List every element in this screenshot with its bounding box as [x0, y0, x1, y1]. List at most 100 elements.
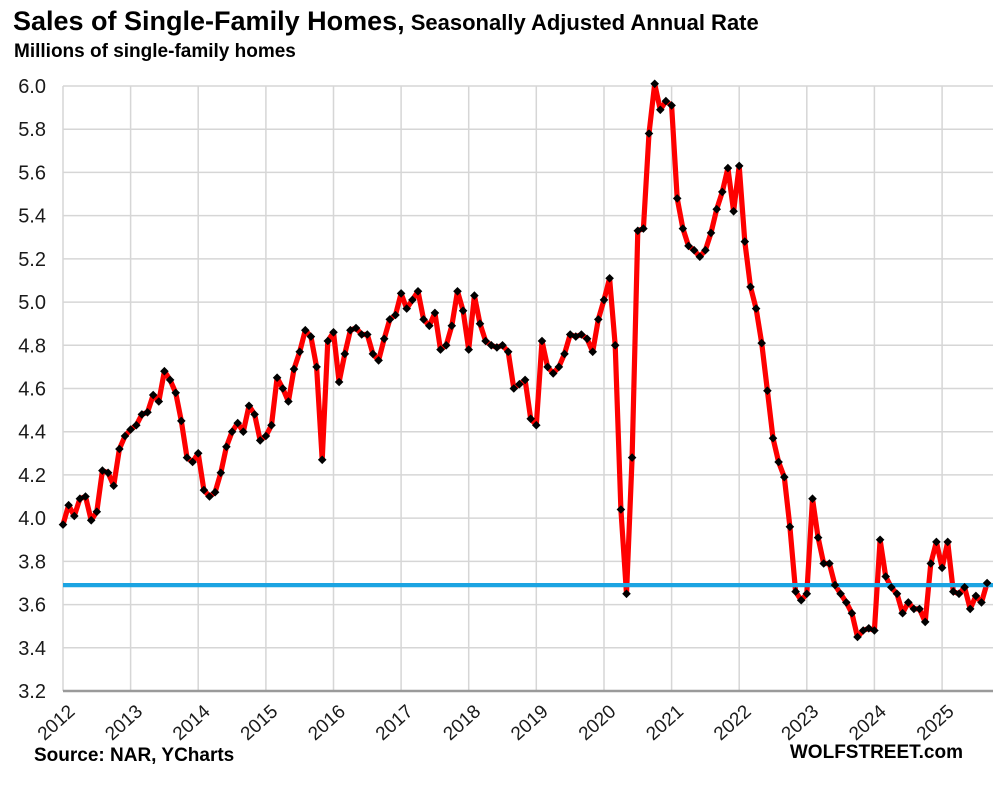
- data-point-marker: [199, 485, 209, 495]
- data-point-marker: [667, 101, 676, 110]
- data-point-marker: [188, 457, 197, 467]
- data-point-marker: [481, 336, 490, 346]
- y-tick-label: 4.0: [18, 508, 46, 530]
- data-point-marker: [802, 589, 812, 599]
- data-point-marker: [227, 427, 237, 436]
- data-point-marker: [75, 494, 85, 503]
- data-point-marker: [712, 204, 721, 214]
- data-point-marker: [853, 632, 862, 642]
- data-point-marker: [396, 289, 406, 298]
- data-point-marker: [847, 608, 857, 618]
- data-point-marker: [768, 433, 778, 443]
- x-tick-label: 2016: [304, 701, 349, 745]
- data-point-marker: [312, 362, 321, 372]
- data-point-marker: [255, 436, 265, 445]
- y-tick-label: 4.2: [18, 465, 46, 487]
- data-point-marker: [532, 420, 541, 430]
- data-point-marker: [825, 559, 834, 568]
- data-point-marker: [622, 589, 631, 599]
- data-point-marker: [301, 325, 310, 335]
- data-point-marker: [261, 431, 271, 441]
- data-point-marker: [780, 472, 789, 482]
- x-tick-label: 2014: [169, 701, 215, 745]
- data-point-marker: [357, 330, 366, 339]
- data-point-marker: [678, 224, 688, 233]
- data-point-marker: [763, 386, 772, 395]
- data-point-marker: [334, 377, 344, 387]
- data-point-marker: [616, 505, 626, 514]
- data-point-marker: [329, 328, 338, 337]
- data-point-marker: [892, 589, 902, 599]
- data-point-marker: [137, 410, 147, 419]
- data-point-marker: [193, 449, 203, 458]
- data-point-marker: [943, 537, 952, 547]
- data-point-marker: [267, 420, 276, 430]
- data-point-marker: [537, 336, 547, 346]
- data-point-marker: [830, 580, 840, 590]
- y-tick-label: 3.4: [18, 638, 46, 660]
- data-point-marker: [729, 207, 738, 216]
- data-point-marker: [391, 310, 400, 320]
- data-point-marker: [842, 598, 851, 607]
- data-point-marker: [346, 325, 355, 335]
- y-tick-label: 4.4: [18, 422, 46, 444]
- data-point-marker: [594, 315, 603, 324]
- data-point-marker: [819, 559, 828, 568]
- data-point-marker: [306, 332, 316, 341]
- data-point-marker: [413, 287, 423, 296]
- data-point-marker: [836, 589, 845, 599]
- data-point-marker: [577, 330, 586, 339]
- data-point-marker: [689, 245, 699, 255]
- data-point-marker: [661, 96, 671, 106]
- data-point-marker: [746, 282, 755, 292]
- data-point-marker: [402, 304, 411, 313]
- data-point-marker: [774, 457, 783, 467]
- y-tick-label: 4.8: [18, 335, 46, 357]
- data-point-marker: [881, 572, 890, 581]
- data-point-marker: [233, 418, 242, 428]
- data-point-marker: [498, 341, 507, 350]
- data-point-marker: [672, 194, 682, 203]
- page-title: Sales of Single-Family Homes, Seasonally…: [13, 6, 759, 37]
- x-tick-label: 2017: [372, 701, 417, 745]
- x-tick-label: 2023: [778, 701, 823, 745]
- data-point-marker: [684, 241, 693, 251]
- data-point-marker: [177, 416, 186, 426]
- page-title-main: Sales of Single-Family Homes,: [13, 6, 405, 36]
- data-point-marker: [148, 390, 158, 400]
- x-tick-label: 2013: [101, 701, 146, 745]
- data-point-marker: [436, 345, 445, 354]
- data-point-marker: [210, 487, 220, 497]
- data-point-marker: [898, 608, 907, 618]
- data-point-marker: [610, 341, 620, 350]
- data-point-marker: [926, 559, 936, 568]
- data-point-marker: [289, 364, 299, 374]
- data-point-marker: [548, 369, 558, 378]
- data-point-marker: [543, 362, 552, 372]
- page-title-rest: Seasonally Adjusted Annual Rate: [404, 10, 759, 35]
- x-tick-label: 2019: [507, 701, 552, 745]
- x-tick-label: 2024: [845, 701, 891, 745]
- data-point-marker: [723, 163, 733, 173]
- y-tick-label: 3.8: [18, 551, 46, 573]
- data-point-marker: [909, 604, 919, 614]
- y-tick-label: 5.4: [18, 206, 46, 228]
- data-point-marker: [171, 388, 180, 398]
- data-point-marker: [453, 287, 462, 296]
- sales-line: [60, 81, 990, 640]
- data-point-marker: [70, 511, 79, 521]
- data-point-marker: [239, 427, 248, 436]
- data-point-marker: [272, 373, 282, 382]
- data-point-marker: [915, 604, 924, 614]
- data-point-marker: [363, 330, 372, 339]
- data-point-marker: [92, 507, 102, 516]
- data-point-marker: [419, 315, 428, 324]
- data-point-marker: [447, 321, 457, 331]
- data-point-marker: [250, 410, 259, 419]
- data-point-marker: [656, 105, 665, 115]
- data-point-marker: [971, 591, 981, 601]
- x-tick-label: 2018: [440, 701, 485, 745]
- x-tick-label: 2025: [913, 701, 958, 745]
- data-point-marker: [627, 453, 637, 462]
- data-point-marker: [706, 228, 716, 238]
